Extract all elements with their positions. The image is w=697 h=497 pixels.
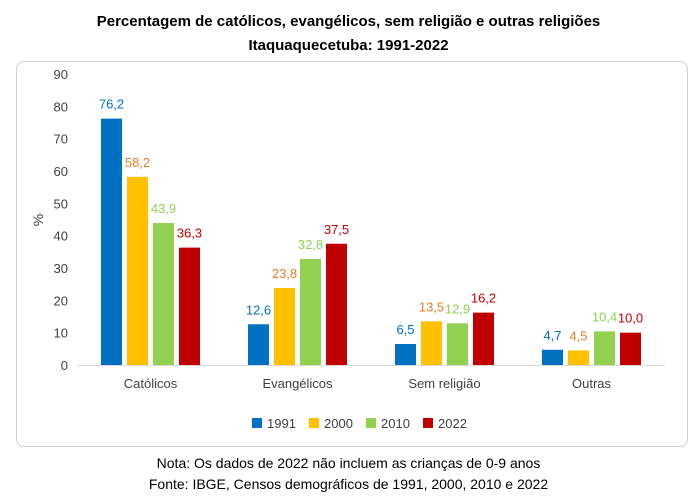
bar-2010 [447, 323, 468, 365]
bar-2022 [620, 332, 641, 365]
bar-2010 [153, 223, 174, 365]
bar-1991 [101, 118, 122, 366]
data-label: 12,9 [445, 301, 470, 316]
x-tick-label: Outras [572, 376, 612, 391]
data-label: 58,2 [125, 155, 150, 170]
data-label: 4,5 [569, 328, 587, 343]
data-label: 12,6 [246, 302, 271, 317]
x-tick-label: Sem religião [408, 376, 480, 391]
bar-2000 [421, 321, 442, 365]
legend-swatch-2000 [309, 418, 319, 428]
bar-1991 [395, 343, 416, 365]
chart-subtitle: Itaquaquecetuba: 1991-2022 [248, 37, 449, 54]
data-label: 76,2 [99, 97, 124, 112]
legend-label: 2022 [438, 416, 467, 431]
bar-2000 [568, 350, 589, 365]
y-tick-label: 20 [54, 293, 68, 308]
legend-label: 1991 [267, 416, 296, 431]
legend-label: 2000 [324, 416, 353, 431]
data-label: 43,9 [151, 201, 176, 216]
y-tick-label: 30 [54, 261, 68, 276]
source-text: Fonte: IBGE, Censos demográficos de 1991… [148, 476, 549, 492]
bar-2010 [300, 258, 321, 365]
y-tick-label: 40 [54, 229, 68, 244]
chart-title: Percentagem de católicos, evangélicos, s… [96, 13, 601, 30]
bar-1991 [248, 324, 269, 365]
data-label: 13,5 [419, 299, 444, 314]
bar-chart: 0 10 20 30 40 50 60 70 80 90% 76,2 58,2 43,936,3 Cató… [30, 67, 665, 431]
y-tick-label: 10 [54, 326, 68, 341]
bar-2000 [274, 288, 295, 365]
y-axis-label: % [30, 214, 46, 226]
bar-2022 [326, 243, 347, 365]
data-label: 10,4 [592, 309, 617, 324]
data-label: 10,0 [618, 311, 643, 326]
y-tick-label: 50 [54, 196, 68, 211]
data-label: 6,5 [396, 322, 414, 337]
note-text: Nota: Os dados de 2022 não incluem as cr… [156, 455, 541, 471]
legend-label: 2010 [381, 416, 410, 431]
data-label: 16,2 [471, 291, 496, 306]
y-tick-label: 80 [54, 99, 68, 114]
data-label: 4,7 [543, 328, 561, 343]
data-label: 36,3 [177, 226, 202, 241]
bar-2022 [179, 247, 200, 365]
y-tick-label: 60 [54, 164, 68, 179]
x-tick-label: Católicos [124, 376, 178, 391]
y-tick-label: 0 [61, 358, 68, 373]
bar-2022 [473, 312, 494, 365]
y-tick-label: 70 [54, 132, 68, 147]
x-tick-label: Evangélicos [262, 376, 333, 391]
data-label: 23,8 [272, 266, 297, 281]
bar-2010 [594, 331, 615, 365]
data-label: 37,5 [324, 222, 349, 237]
bar-2000 [127, 176, 148, 365]
data-label: 32,8 [298, 237, 323, 252]
bar-1991 [542, 349, 563, 365]
legend-swatch-2010 [366, 418, 376, 428]
legend-swatch-1991 [252, 418, 262, 428]
legend-swatch-2022 [423, 418, 433, 428]
chart-frame [16, 61, 688, 447]
y-tick-label: 90 [54, 67, 68, 82]
